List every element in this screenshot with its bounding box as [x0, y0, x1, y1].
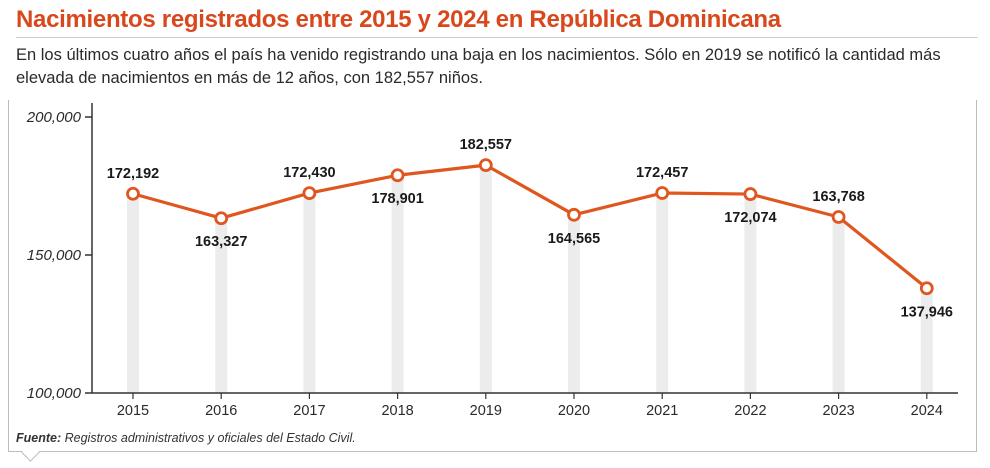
data-point: [214, 211, 229, 226]
data-point: [126, 186, 140, 201]
data-label: 163,327: [195, 234, 247, 250]
column-guides: [127, 165, 933, 393]
source-text: Registros administrativos y oficiales de…: [64, 431, 356, 445]
column-guide: [215, 218, 228, 393]
data-labels: 172,192 163,327 172,430 178,901 182,557 164,5…: [107, 137, 953, 320]
chart-subtitle: En los últimos cuatro años el país ha ve…: [16, 46, 941, 87]
data-point: [919, 281, 934, 296]
title-divider: [16, 37, 978, 38]
data-label: 163,768: [812, 189, 864, 205]
column-guide: [303, 193, 316, 393]
data-label: 164,565: [548, 231, 600, 247]
x-tick-label: 2019: [470, 403, 502, 419]
chart-axes: [85, 103, 958, 399]
data-label: 137,946: [901, 304, 953, 320]
x-tick-label: 2024: [911, 403, 943, 419]
data-point: [390, 168, 405, 183]
x-tick-label: 2016: [205, 403, 237, 419]
x-tick-label: 2015: [117, 403, 149, 419]
source-label: Fuente:: [16, 431, 62, 445]
data-label: 172,457: [636, 165, 688, 181]
series-line: [132, 163, 928, 290]
x-tick-label: 2021: [646, 403, 678, 419]
data-points: [126, 158, 934, 296]
source-note: Fuente: Registros administrativos y ofic…: [16, 431, 356, 445]
x-tick-label: 2023: [822, 403, 854, 419]
data-point: [743, 187, 758, 201]
y-tick-label: 100,000: [27, 385, 82, 402]
chart-frame: [8, 100, 977, 452]
column-guide: [832, 217, 845, 393]
data-label: 172,192: [107, 166, 159, 182]
series-line-path: [132, 163, 928, 290]
chart-title: Nacimientos registrados entre 2015 y 202…: [16, 6, 781, 33]
data-point: [567, 207, 581, 222]
y-axis-ticks: 100,000 150,000 200,000: [26, 109, 82, 402]
column-guide: [920, 288, 933, 393]
data-point: [655, 186, 670, 200]
data-label: 172,430: [283, 165, 335, 181]
y-tick-label: 200,000: [26, 109, 82, 126]
data-point: [302, 186, 317, 200]
y-tick-label: 150,000: [27, 247, 82, 264]
data-label: 182,557: [460, 137, 512, 153]
x-tick-label: 2022: [734, 403, 766, 419]
x-axis-ticks: 2015 2016 2017 2018 2019 2020 2021 2022 2023 2024: [117, 403, 943, 419]
column-guide: [744, 194, 757, 393]
column-guide: [656, 193, 669, 393]
x-tick-label: 2018: [381, 403, 413, 419]
column-guide: [568, 214, 580, 393]
column-guide: [127, 193, 139, 393]
column-guide: [479, 165, 492, 393]
data-label: 178,901: [371, 191, 423, 207]
data-point: [831, 210, 846, 224]
x-tick-label: 2017: [293, 403, 325, 419]
data-point: [478, 158, 493, 173]
x-tick-label: 2020: [558, 403, 590, 419]
data-label: 172,074: [724, 210, 776, 226]
column-guide: [391, 175, 404, 393]
